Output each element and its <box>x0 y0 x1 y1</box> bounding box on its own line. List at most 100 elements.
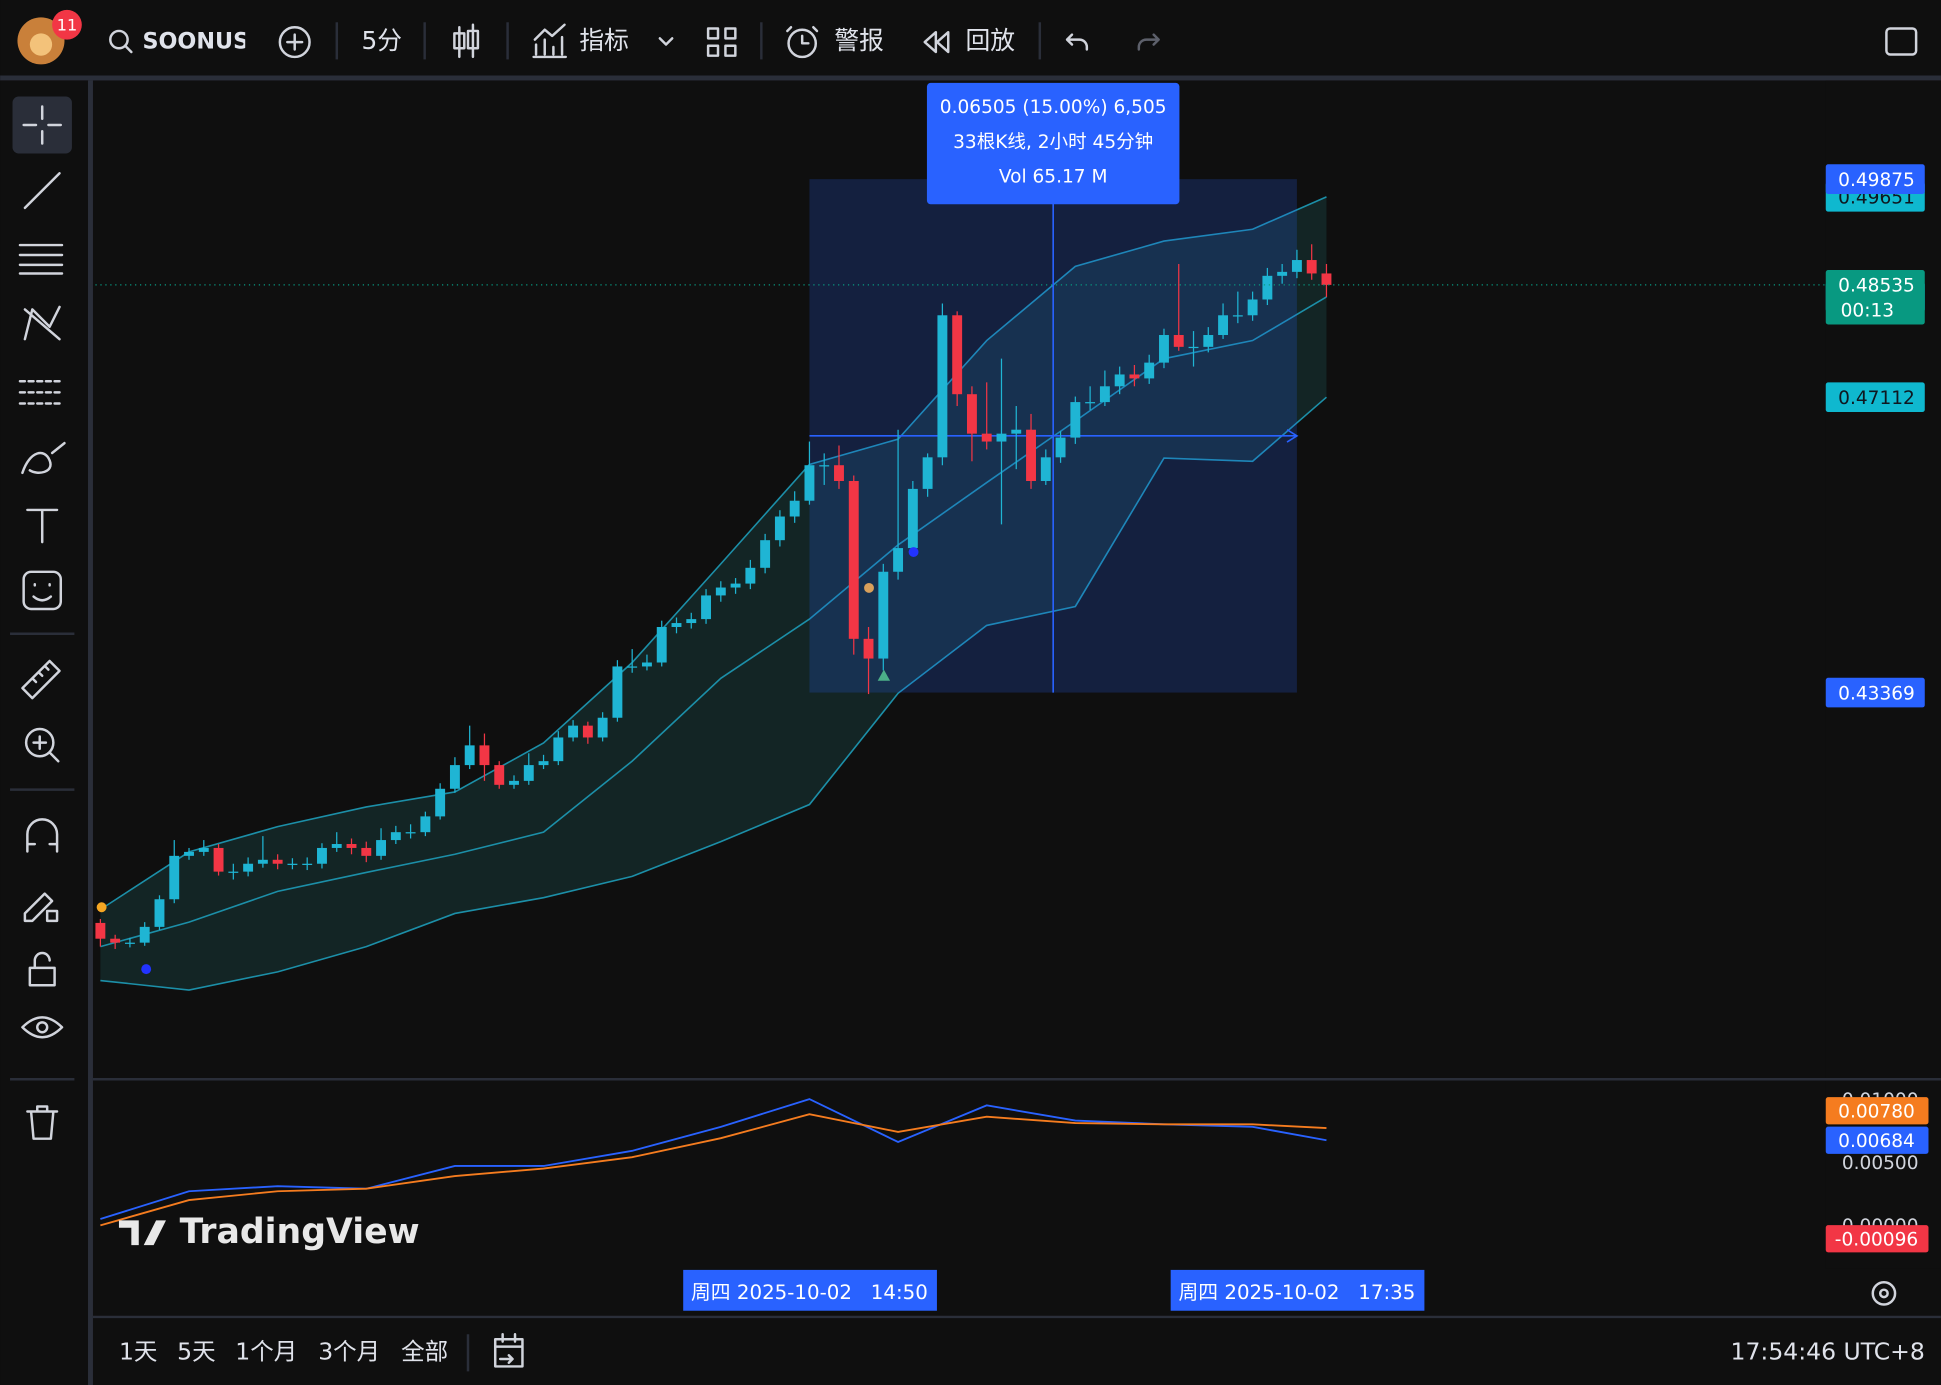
price-tag <box>1825 164 1925 195</box>
ruler-tool[interactable] <box>21 659 61 700</box>
range-button[interactable]: 1天 <box>119 1337 157 1365</box>
delete-tool[interactable] <box>26 1105 59 1140</box>
macd-tag <box>1825 1126 1929 1154</box>
candle-body <box>834 465 844 481</box>
signal-dot <box>96 902 107 913</box>
zoom-icon <box>32 735 60 763</box>
search-icon[interactable] <box>109 29 129 50</box>
candle-body <box>317 847 327 864</box>
fullscreen[interactable] <box>1885 27 1918 56</box>
candle-body <box>966 394 977 434</box>
time-tag-label: 周四 2025-10-02 14:50 <box>691 1281 928 1304</box>
range-button[interactable]: 3个月 <box>318 1337 380 1365</box>
candle-body <box>420 816 431 833</box>
prediction-tool[interactable] <box>18 379 64 405</box>
alert[interactable]: 警报 <box>834 26 884 55</box>
settings[interactable] <box>1871 1281 1897 1306</box>
lock-draw-tool[interactable] <box>23 892 59 923</box>
trendline-tool[interactable] <box>23 172 61 210</box>
candle-body <box>686 619 697 624</box>
crosshair-tool[interactable] <box>22 105 63 145</box>
band-upper <box>99 196 1327 911</box>
goto-date[interactable] <box>493 1333 524 1368</box>
alert-icon <box>786 25 819 45</box>
signal-triangle <box>877 669 891 681</box>
replay-icon[interactable] <box>923 30 950 54</box>
macd-tag <box>1825 1225 1929 1253</box>
candle-body <box>449 765 460 789</box>
candle-body <box>1203 335 1214 347</box>
candle-body <box>819 465 830 467</box>
candle-body <box>1232 315 1243 317</box>
zoom-tool[interactable] <box>24 727 55 758</box>
candle-body <box>213 847 224 872</box>
time-tag <box>683 1269 937 1311</box>
undo[interactable] <box>1065 33 1089 51</box>
candle-body <box>789 500 800 517</box>
symbol[interactable]: SOONUSD <box>142 29 267 55</box>
candle-body <box>656 626 667 663</box>
lock-tool[interactable] <box>28 951 56 987</box>
band-lower <box>100 396 1327 991</box>
countdown: 00:13 <box>1841 300 1894 321</box>
plus <box>286 33 304 51</box>
candle-body <box>1144 362 1155 379</box>
macd-line <box>100 1113 1327 1227</box>
replay[interactable]: 回放 <box>966 26 1016 55</box>
candle-body <box>1277 271 1288 276</box>
measure-arrow <box>1286 428 1299 443</box>
candle-body <box>996 433 1007 442</box>
range-button[interactable]: 全部 <box>401 1337 448 1365</box>
candle-body <box>390 832 401 841</box>
redo[interactable] <box>1137 33 1160 51</box>
candle-body <box>509 780 519 785</box>
range-button[interactable]: 1个月 <box>235 1337 297 1365</box>
candle-body <box>760 540 771 568</box>
text-tool[interactable] <box>26 508 59 544</box>
magnet-tool[interactable] <box>26 818 59 853</box>
chart-type[interactable] <box>453 23 480 59</box>
bottom-bar: 1天 5天 1个月 3个月 全部 17:54:46 UTC+8 <box>119 1333 1925 1372</box>
left-toolbar-bg <box>0 80 90 1385</box>
left-toolbar <box>0 80 93 1385</box>
candle-body <box>1040 457 1051 481</box>
candle-body <box>95 922 106 939</box>
interval[interactable]: 5分 <box>362 26 403 55</box>
left-toolbar-border <box>88 80 93 1385</box>
candle-body <box>893 548 904 572</box>
watermark: TradingView <box>118 1212 420 1252</box>
candle-body <box>184 851 194 856</box>
add-symbol[interactable] <box>278 25 311 59</box>
y-tick-label: 0.00500 <box>1842 1153 1919 1174</box>
layouts-icon[interactable] <box>706 27 737 57</box>
emoji-tool[interactable] <box>22 570 63 611</box>
badge-count: 11 <box>57 15 77 34</box>
candle-body <box>878 571 889 659</box>
watermark-logo <box>118 1220 166 1246</box>
alert-icon[interactable] <box>787 28 818 59</box>
indicators-icon[interactable] <box>532 23 568 59</box>
emoji-face <box>32 582 53 602</box>
brush-tool[interactable] <box>21 441 66 475</box>
candle-body <box>124 942 135 944</box>
candle-body <box>464 745 475 766</box>
candle-body <box>701 595 711 620</box>
candle-body <box>582 725 593 738</box>
candle-body <box>715 587 726 596</box>
candle-body <box>745 567 756 584</box>
candle-body <box>272 859 283 864</box>
macd-tag <box>1825 1097 1929 1125</box>
indicators[interactable]: 指标 <box>579 26 629 55</box>
chevron[interactable] <box>658 37 674 46</box>
candle-body <box>169 855 180 900</box>
fib-tool[interactable] <box>18 243 64 275</box>
toolbar-bg <box>0 0 1941 77</box>
candle-body <box>863 638 874 659</box>
visibility-tool[interactable] <box>21 1016 64 1039</box>
candle-body <box>139 926 150 943</box>
range-button[interactable]: 5天 <box>177 1337 215 1365</box>
price-tag <box>1825 677 1925 708</box>
price-tag-label: 0.43369 <box>1838 683 1915 704</box>
time-tag <box>1170 1269 1425 1311</box>
pattern-tool[interactable] <box>23 305 61 341</box>
